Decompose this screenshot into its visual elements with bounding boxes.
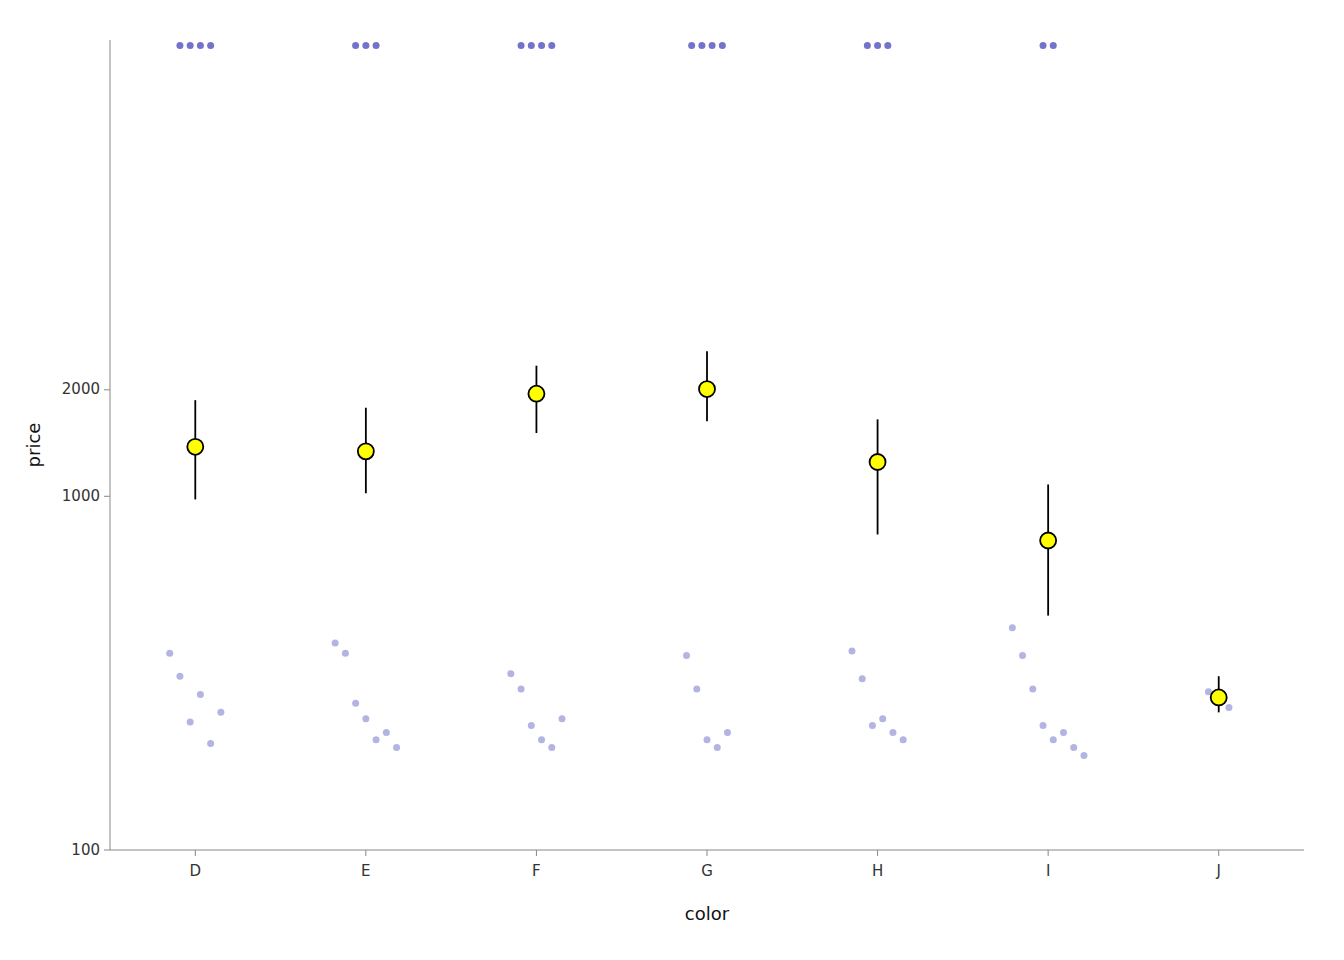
data-point	[383, 729, 390, 736]
y-tick	[104, 389, 110, 390]
data-point	[874, 42, 881, 49]
data-point	[1050, 42, 1057, 49]
data-point	[393, 744, 400, 751]
chart: 100 1000 2000 D E F G H I Jcolor price	[0, 0, 1344, 960]
error-bars	[195, 351, 1218, 712]
data-point	[528, 722, 535, 729]
data-point	[693, 686, 700, 693]
data-point	[342, 650, 349, 657]
means	[187, 381, 1226, 705]
x-tick	[195, 850, 196, 856]
data-point	[559, 715, 566, 722]
y-tick-label: 100	[71, 841, 100, 859]
data-point	[518, 686, 525, 693]
mean-point	[699, 381, 715, 397]
data-point	[1050, 736, 1057, 743]
data-point	[864, 42, 871, 49]
data-point	[709, 42, 716, 49]
data-point	[332, 639, 339, 646]
data-point	[869, 722, 876, 729]
data-point	[548, 744, 555, 751]
mean-point	[870, 454, 886, 470]
x-tick	[536, 850, 537, 856]
data-point	[1060, 729, 1067, 736]
mean-point	[187, 439, 203, 455]
data-point	[207, 740, 214, 747]
x-tick	[365, 850, 366, 856]
data-point	[848, 648, 855, 655]
data-point	[1080, 752, 1087, 759]
x-tick	[707, 850, 708, 856]
data-point	[900, 736, 907, 743]
data-point	[1040, 42, 1047, 49]
data-point	[507, 670, 514, 677]
data-point	[1029, 686, 1036, 693]
page: {"chart_data": {"type": "dot_plot", "cat…	[0, 0, 1344, 960]
data-point	[362, 715, 369, 722]
y-tick-label: 2000	[62, 380, 100, 398]
data-point	[373, 736, 380, 743]
data-point	[724, 729, 731, 736]
data-point	[719, 42, 726, 49]
y-tick-label: 1000	[62, 487, 100, 505]
data-point	[1070, 744, 1077, 751]
data-point	[362, 42, 369, 49]
data-point	[197, 42, 204, 49]
error-bar	[1047, 484, 1049, 615]
data-point	[187, 719, 194, 726]
data-point	[889, 729, 896, 736]
mean-point	[1211, 689, 1227, 705]
x-tick-label: G	[701, 862, 713, 880]
data-point	[207, 42, 214, 49]
data-point	[166, 650, 173, 657]
data-point	[1225, 704, 1232, 711]
data-point	[548, 42, 555, 49]
strip-points	[166, 624, 1232, 759]
data-point	[352, 700, 359, 707]
data-point	[698, 42, 705, 49]
axes: 100 1000 2000 D E F G H I J	[62, 40, 1304, 880]
strip-points	[176, 42, 1056, 49]
mean-point	[358, 443, 374, 459]
y-tick	[104, 496, 110, 497]
x-tick-label: F	[532, 862, 541, 880]
data-point	[528, 42, 535, 49]
data-point	[217, 709, 224, 716]
x-tick	[877, 850, 878, 856]
data-point	[704, 736, 711, 743]
data-point	[373, 42, 380, 49]
data-point	[714, 744, 721, 751]
x-tick-label: J	[1215, 862, 1220, 880]
x-axis-label: color	[685, 903, 730, 924]
data-point	[187, 42, 194, 49]
data-point	[859, 675, 866, 682]
x-tick-label: H	[872, 862, 883, 880]
data-point	[352, 42, 359, 49]
x-tick-label: D	[190, 862, 202, 880]
x-tick	[1048, 850, 1049, 856]
y-axis-line	[110, 40, 111, 850]
mean-point	[1040, 532, 1056, 548]
x-tick-label: E	[361, 862, 370, 880]
data-point	[538, 736, 545, 743]
marks	[166, 42, 1232, 759]
x-tick	[1218, 850, 1219, 856]
x-tick-label: I	[1046, 862, 1050, 880]
data-point	[197, 691, 204, 698]
y-axis-label: price	[23, 423, 44, 468]
data-point	[879, 715, 886, 722]
data-point	[1009, 624, 1016, 631]
data-point	[176, 673, 183, 680]
data-point	[538, 42, 545, 49]
data-point	[683, 652, 690, 659]
data-point	[884, 42, 891, 49]
data-point	[518, 42, 525, 49]
data-point	[1019, 652, 1026, 659]
data-point	[688, 42, 695, 49]
error-bar	[877, 419, 879, 534]
data-point	[1040, 722, 1047, 729]
data-point	[176, 42, 183, 49]
mean-point	[528, 386, 544, 402]
y-tick	[104, 850, 110, 851]
